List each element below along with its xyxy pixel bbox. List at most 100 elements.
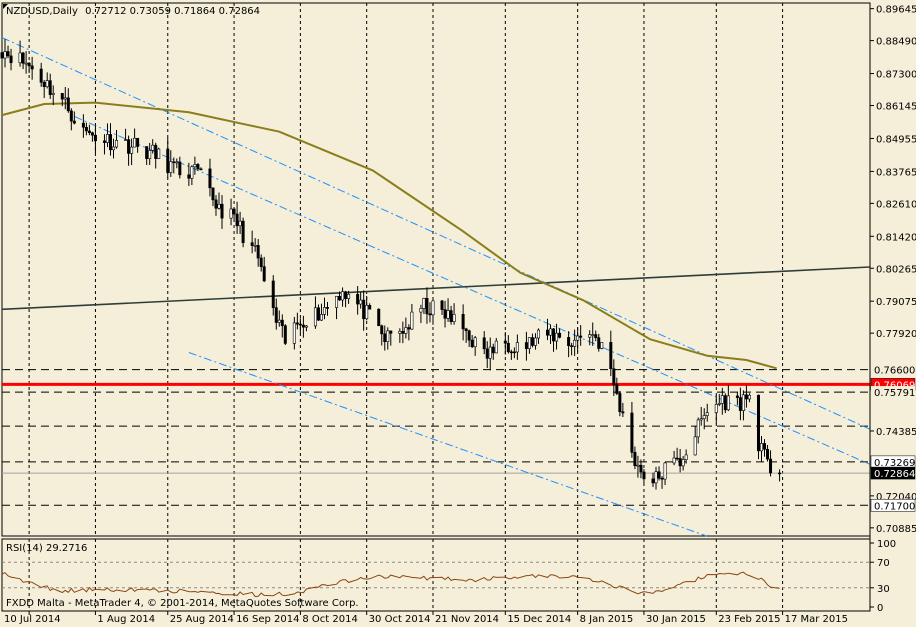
candle-body — [660, 477, 664, 480]
date-tick-label: 17 Mar 2015 — [785, 614, 848, 625]
candle-body — [443, 309, 447, 319]
candle — [446, 298, 450, 322]
candle — [187, 162, 191, 186]
candle-body — [705, 412, 709, 416]
candle — [452, 303, 456, 325]
candle — [579, 325, 583, 346]
candle — [675, 447, 679, 461]
candle — [651, 472, 655, 487]
candle — [259, 254, 263, 272]
candle-body — [549, 328, 553, 336]
date-axis[interactable]: 10 Jul 2014 1 Aug 2014 25 Aug 2014 16 Sep 2… — [4, 611, 848, 625]
candle — [778, 469, 782, 482]
candle — [124, 128, 128, 141]
candle-body — [190, 166, 194, 179]
candle-body — [512, 351, 516, 354]
candle-body — [347, 293, 351, 299]
candle — [356, 286, 360, 315]
candle — [588, 330, 592, 346]
candle-body — [232, 208, 236, 215]
candle-body — [422, 298, 426, 309]
date-tick-label: 8 Jan 2015 — [580, 614, 634, 625]
price-tick-label: 0.83765 — [876, 167, 916, 178]
trendlines[interactable] — [1, 37, 871, 537]
candle — [292, 316, 296, 350]
price-tick-label: 0.81420 — [876, 232, 916, 243]
trendline[interactable] — [1, 266, 871, 311]
candle-body — [66, 97, 70, 112]
candle-body — [663, 462, 667, 480]
candle — [681, 456, 685, 471]
rsi-levels — [2, 561, 870, 589]
candle-body — [536, 329, 540, 339]
candle-body — [467, 330, 471, 341]
candle-body — [693, 436, 697, 456]
price-level-label-box — [871, 386, 915, 399]
candle-body — [440, 300, 444, 310]
price-level-label-text: 0.76600 — [874, 366, 915, 377]
candle — [609, 330, 613, 377]
price-level-label-text: 0.76069 — [874, 380, 915, 391]
price-panel[interactable]: NZDUSD,Daily 0.72712 0.73059 0.71864 0.7… — [0, 2, 871, 611]
candle-body — [407, 327, 411, 330]
candle — [81, 114, 85, 138]
candle-body — [419, 308, 423, 313]
rsi-panel[interactable]: RSI(14) 29.2716 100 70 30 0 FXDD Malta - Me… — [1, 538, 896, 614]
candle-body — [506, 342, 510, 353]
candle-body — [178, 161, 182, 176]
candle-body — [335, 295, 339, 308]
candle — [612, 359, 616, 396]
candle-body — [3, 51, 7, 59]
candle — [512, 347, 516, 359]
candle — [389, 330, 393, 346]
copyright-text: FXDD Malta - MetaTrader 4, © 2001-2014, … — [6, 598, 359, 609]
candle — [699, 406, 703, 426]
candle — [410, 303, 414, 330]
chart-header-icon — [3, 4, 8, 9]
trendline[interactable] — [74, 116, 871, 465]
candle — [461, 304, 465, 341]
candle — [115, 129, 119, 149]
candle — [449, 305, 453, 325]
candle — [157, 147, 161, 160]
candle-body — [723, 395, 727, 411]
candle-body — [766, 448, 770, 460]
candle — [217, 192, 221, 210]
candle — [597, 333, 601, 352]
candle — [69, 108, 73, 131]
candle-body — [21, 52, 25, 64]
candle-body — [199, 168, 203, 171]
candle — [238, 211, 242, 235]
candle — [3, 39, 7, 68]
candle-body — [166, 148, 170, 173]
candle — [45, 72, 49, 89]
candle-body — [431, 300, 435, 316]
candle — [717, 394, 721, 407]
candle — [256, 239, 260, 267]
trendline[interactable] — [188, 352, 707, 537]
candle-body — [533, 337, 537, 346]
price-axis[interactable]: 0.89645 0.88490 0.87300 0.86145 0.84955 0.837… — [869, 3, 916, 611]
candle-body — [763, 443, 767, 450]
date-tick-label: 1 Aug 2014 — [97, 614, 155, 625]
trendline[interactable] — [1, 37, 871, 430]
candle — [319, 303, 323, 321]
candle — [654, 466, 658, 490]
candle-body — [597, 337, 601, 349]
candle — [90, 131, 94, 142]
candle — [368, 303, 372, 310]
candle — [591, 322, 595, 346]
candle-body — [154, 144, 158, 159]
candle — [404, 317, 408, 339]
candle — [127, 135, 131, 166]
candle — [253, 238, 257, 252]
candle — [401, 321, 405, 344]
candle-body — [702, 415, 706, 419]
candle-body — [769, 458, 773, 474]
price-level-label-text: 0.75791 — [874, 388, 915, 399]
candle-body — [127, 139, 131, 154]
candle — [705, 403, 709, 422]
rsi-tick-label: 100 — [877, 539, 896, 550]
candle — [642, 468, 646, 484]
